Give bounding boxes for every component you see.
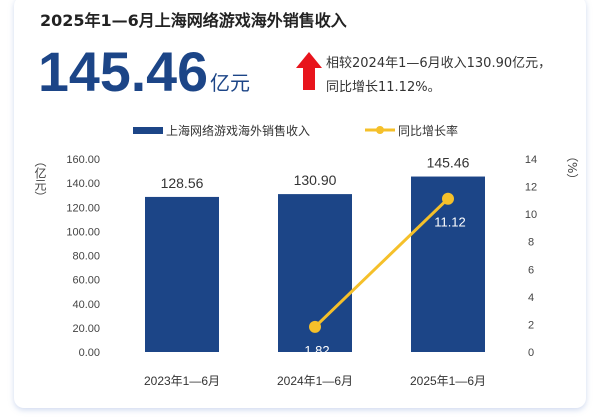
bar-label: 145.46 xyxy=(427,155,470,171)
y-left-tick: 120.00 xyxy=(66,202,100,214)
y-right-tick: 10 xyxy=(525,209,537,221)
y-right-tick: 14 xyxy=(525,154,537,166)
bar-label: 130.90 xyxy=(294,172,337,188)
y-left-tick: 60.00 xyxy=(72,275,100,287)
big-value: 145.46 xyxy=(38,40,208,103)
growth-line xyxy=(313,197,450,328)
line-label: 1.82 xyxy=(304,343,329,358)
compare-line1: 相较2024年1—6月收入130.90亿元， xyxy=(326,56,551,71)
legend-line-marker xyxy=(376,126,384,134)
line-label: 11.12 xyxy=(434,215,466,230)
x-tick: 2024年1—6月 xyxy=(277,374,353,388)
y-right-tick: 12 xyxy=(525,182,537,194)
bar xyxy=(411,176,485,352)
y-left-tick: 40.00 xyxy=(72,299,100,311)
y-left-label: （亿元） xyxy=(33,155,47,203)
y-left-tick: 20.00 xyxy=(72,323,100,335)
y-right-tick: 8 xyxy=(528,237,534,249)
y-left-tick: 0.00 xyxy=(79,347,100,359)
x-tick: 2025年1—6月 xyxy=(410,374,486,388)
bar xyxy=(145,196,219,352)
legend-bar-swatch xyxy=(133,127,163,134)
up-arrow-icon xyxy=(296,52,322,90)
y-left-tick: 160.00 xyxy=(66,154,100,166)
line-point xyxy=(442,192,454,205)
y-right-tick: 0 xyxy=(528,347,534,359)
legend-line-label: 同比增长率 xyxy=(398,123,458,138)
title: 2025年1—6月上海网络游戏海外销售收入 xyxy=(40,11,347,30)
y-right-tick: 6 xyxy=(528,264,534,276)
big-unit: 亿元 xyxy=(210,71,250,95)
x-tick: 2023年1—6月 xyxy=(144,374,220,388)
y-left-tick: 80.00 xyxy=(72,251,100,263)
legend-bar-label: 上海网络游戏海外销售收入 xyxy=(166,123,310,138)
y-right-tick: 2 xyxy=(528,319,534,331)
line-point xyxy=(309,320,321,333)
bar-label: 128.56 xyxy=(161,175,204,191)
y-right-label: （%） xyxy=(565,150,579,185)
compare-line2: 同比增长11.12%。 xyxy=(326,80,441,95)
y-left-tick: 100.00 xyxy=(66,226,100,238)
y-left-tick: 140.00 xyxy=(66,178,100,190)
y-right-tick: 4 xyxy=(528,292,534,304)
